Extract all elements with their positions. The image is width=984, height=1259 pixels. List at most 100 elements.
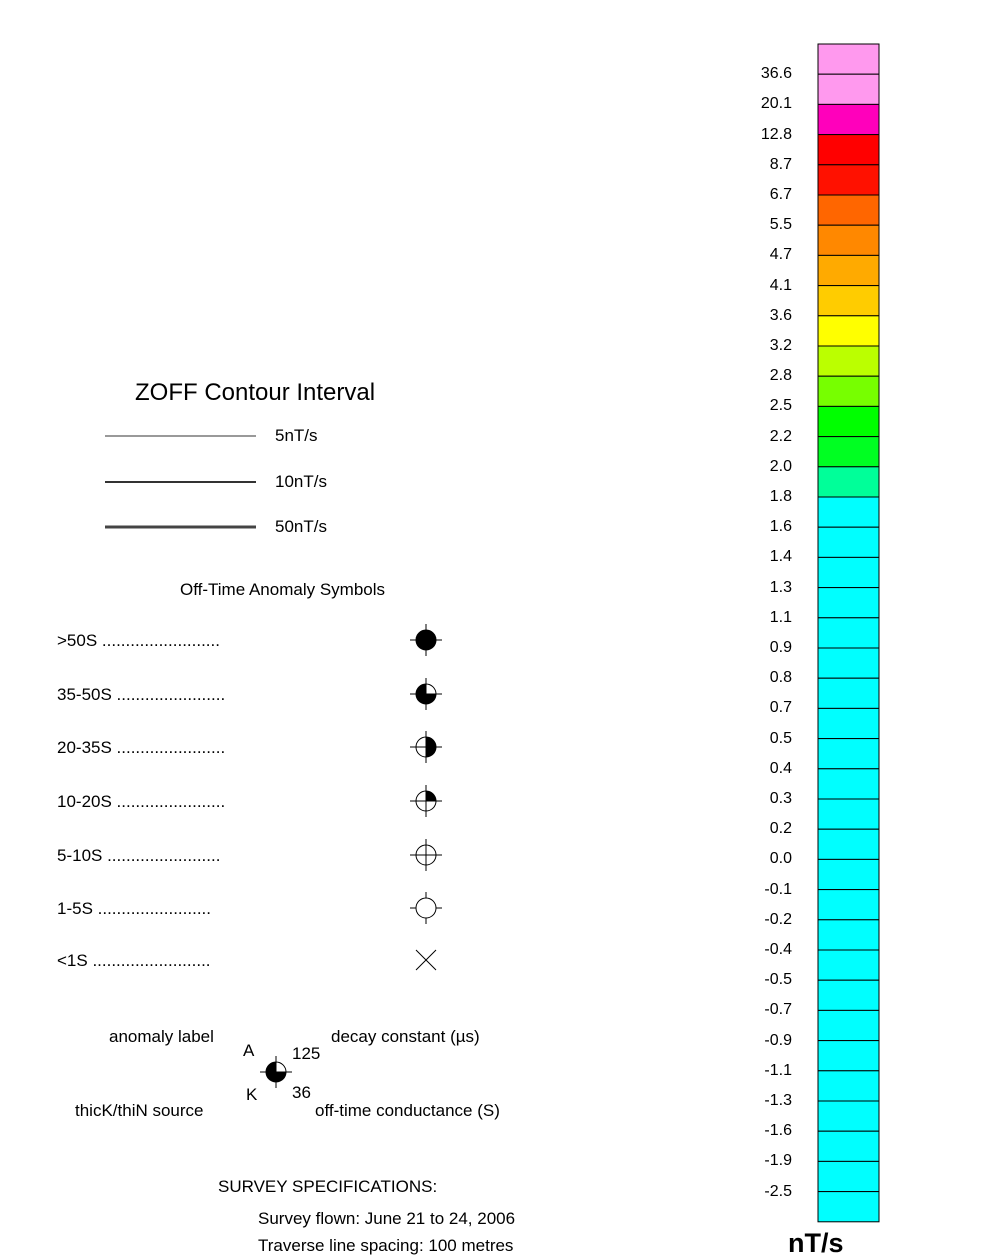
symbol-label: 5-10S ........................ xyxy=(57,846,221,865)
scale-tick-label: 5.5 xyxy=(769,216,792,234)
key-letter-k: K xyxy=(246,1085,258,1104)
symbols-title: Off-Time Anomaly Symbols xyxy=(180,580,386,599)
scale-tick-label: -0.5 xyxy=(764,971,792,989)
color-scale-box xyxy=(817,949,880,981)
three-quarter-filled-circle-icon xyxy=(410,678,442,710)
color-scale-box xyxy=(817,1160,880,1193)
scale-tick-label: 36.6 xyxy=(760,65,792,83)
survey-title: SURVEY SPECIFICATIONS: xyxy=(218,1177,438,1196)
scale-tick-label: -0.2 xyxy=(764,910,792,928)
scale-tick-label: 0.0 xyxy=(769,850,792,868)
scale-tick-label: 2.0 xyxy=(769,457,792,475)
color-scale-box xyxy=(817,436,880,468)
scale-tick-label: 3.2 xyxy=(769,337,792,354)
scale-tick-label: 0.4 xyxy=(769,759,792,777)
color-scale-box xyxy=(817,1130,880,1162)
scale-tick-label: 4.7 xyxy=(769,246,792,264)
scale-tick-label: 1.6 xyxy=(769,518,792,536)
color-scale-box xyxy=(817,828,880,860)
color-scale-box xyxy=(817,405,880,438)
scale-tick-label: -1.1 xyxy=(764,1061,792,1079)
color-scale-box xyxy=(817,738,880,770)
color-scale-box xyxy=(817,707,880,740)
scale-tick-label: -0.1 xyxy=(764,880,792,898)
color-scale-box xyxy=(817,1040,880,1072)
color-scale-box xyxy=(817,677,880,709)
scale-tick-label: 1.1 xyxy=(769,608,792,626)
color-scale-box xyxy=(817,285,880,317)
color-scale-box xyxy=(817,315,880,347)
color-scale-box xyxy=(817,587,880,619)
half-filled-circle-icon xyxy=(410,731,442,763)
color-scale-box xyxy=(817,194,880,226)
crosshair-circle-icon xyxy=(410,839,442,871)
color-scale-labels: 36.6 20.1 12.8 8.7 6.7 5.5 4.7 4.1 3.6 3.2 2.8 2.5 2… xyxy=(748,0,792,1254)
scale-tick-label: 1.8 xyxy=(769,488,792,505)
scale-unit-label: nT/s xyxy=(788,1228,844,1258)
color-scale-box xyxy=(817,858,880,891)
color-scale-box xyxy=(817,979,880,1011)
x-cross-icon xyxy=(415,949,437,971)
scale-tick-label: 0.7 xyxy=(769,699,792,717)
color-scale-box xyxy=(817,164,880,196)
color-scale-box xyxy=(817,73,880,105)
scale-tick-label: 0.5 xyxy=(769,729,792,747)
key-source: thicK/thiN source xyxy=(75,1101,204,1120)
scale-tick-label: -0.4 xyxy=(764,941,792,958)
color-scale-box xyxy=(817,134,880,166)
scale-tick-label: 2.5 xyxy=(769,397,792,415)
color-scale-box xyxy=(817,798,880,830)
scale-tick-label: 0.2 xyxy=(769,820,792,838)
color-scale-box xyxy=(817,345,880,377)
color-scale-box xyxy=(817,103,880,136)
survey-line: Survey flown: June 21 to 24, 2006 xyxy=(258,1209,516,1228)
color-scale-box xyxy=(817,617,880,649)
symbol-label: >50S ......................... xyxy=(57,631,220,650)
color-scale-box xyxy=(817,647,880,679)
symbol-label: 1-5S ........................ xyxy=(57,899,211,918)
color-scale-box xyxy=(817,224,880,256)
scale-tick-label: 1.4 xyxy=(769,548,792,566)
survey-line: Traverse line spacing: 100 metres xyxy=(258,1236,514,1255)
symbol-label: 10-20S ....................... xyxy=(57,792,226,811)
color-scale-box xyxy=(817,556,880,589)
scale-tick-label: -1.3 xyxy=(764,1092,792,1109)
legend-title: ZOFF Contour Interval xyxy=(135,379,376,406)
scale-tick-label: 12.8 xyxy=(760,125,792,143)
key-anomaly-label: anomaly label xyxy=(109,1027,214,1046)
scale-tick-label: 2.2 xyxy=(769,427,792,445)
scale-tick-label: 6.7 xyxy=(769,186,792,203)
key-conductance-value: 36 xyxy=(292,1083,311,1102)
symbol-label: 35-50S ....................... xyxy=(57,685,226,704)
key-conductance: off-time conductance (S) xyxy=(315,1101,500,1120)
scale-tick-label: -1.6 xyxy=(764,1122,792,1140)
color-scale-box xyxy=(817,1191,880,1223)
quarter-filled-circle-icon xyxy=(410,785,442,817)
scale-tick-label: 0.9 xyxy=(769,639,792,656)
contour-label-medium: 10nT/s xyxy=(275,472,327,491)
symbol-label: <1S ......................... xyxy=(57,951,211,970)
scale-tick-label: 8.7 xyxy=(769,155,792,173)
color-scale-box xyxy=(817,526,880,558)
key-decay-constant: decay constant (µs) xyxy=(331,1027,480,1046)
scale-tick-label: -2.5 xyxy=(764,1182,792,1200)
color-scale-box xyxy=(817,466,880,498)
key-letter-a: A xyxy=(243,1041,255,1060)
scale-tick-label: 3.6 xyxy=(769,306,792,324)
full-filled-circle-icon xyxy=(410,624,442,656)
color-scale-box xyxy=(817,919,880,951)
scale-tick-label: 2.8 xyxy=(769,367,792,385)
contour-label-thin: 5nT/s xyxy=(275,426,318,445)
color-scale-box xyxy=(817,254,880,287)
scale-tick-label: -0.7 xyxy=(764,1001,792,1019)
scale-tick-label: 20.1 xyxy=(760,95,792,113)
contour-label-thick: 50nT/s xyxy=(275,517,327,536)
scale-tick-label: -0.9 xyxy=(764,1031,792,1049)
color-scale-bar xyxy=(817,43,880,1223)
color-scale-box xyxy=(817,768,880,800)
color-scale-box xyxy=(817,1009,880,1042)
key-decay-value: 125 xyxy=(292,1044,321,1063)
scale-tick-label: 1.3 xyxy=(769,578,792,596)
open-circle-icon xyxy=(410,892,442,924)
